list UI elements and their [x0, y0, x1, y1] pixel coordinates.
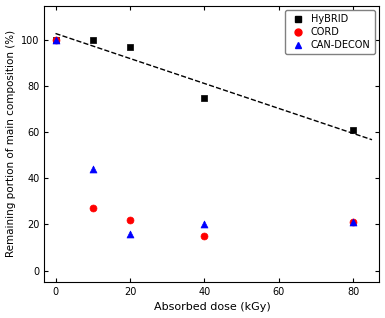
Point	[350, 220, 357, 225]
Point	[90, 206, 96, 211]
Point	[350, 128, 357, 133]
X-axis label: Absorbed dose (kGy): Absorbed dose (kGy)	[154, 302, 270, 313]
Legend: HyBRID, CORD, CAN-DECON: HyBRID, CORD, CAN-DECON	[285, 10, 375, 54]
Point	[90, 38, 96, 43]
Point	[201, 222, 208, 227]
Point	[90, 167, 96, 172]
Point	[201, 95, 208, 100]
Point	[127, 45, 133, 50]
Y-axis label: Remaining portion of main composition (%): Remaining portion of main composition (%…	[5, 30, 15, 257]
Point	[127, 231, 133, 236]
Point	[350, 220, 357, 225]
Point	[52, 38, 59, 43]
Point	[201, 233, 208, 238]
Point	[127, 217, 133, 222]
Point	[52, 38, 59, 43]
Point	[52, 38, 59, 43]
